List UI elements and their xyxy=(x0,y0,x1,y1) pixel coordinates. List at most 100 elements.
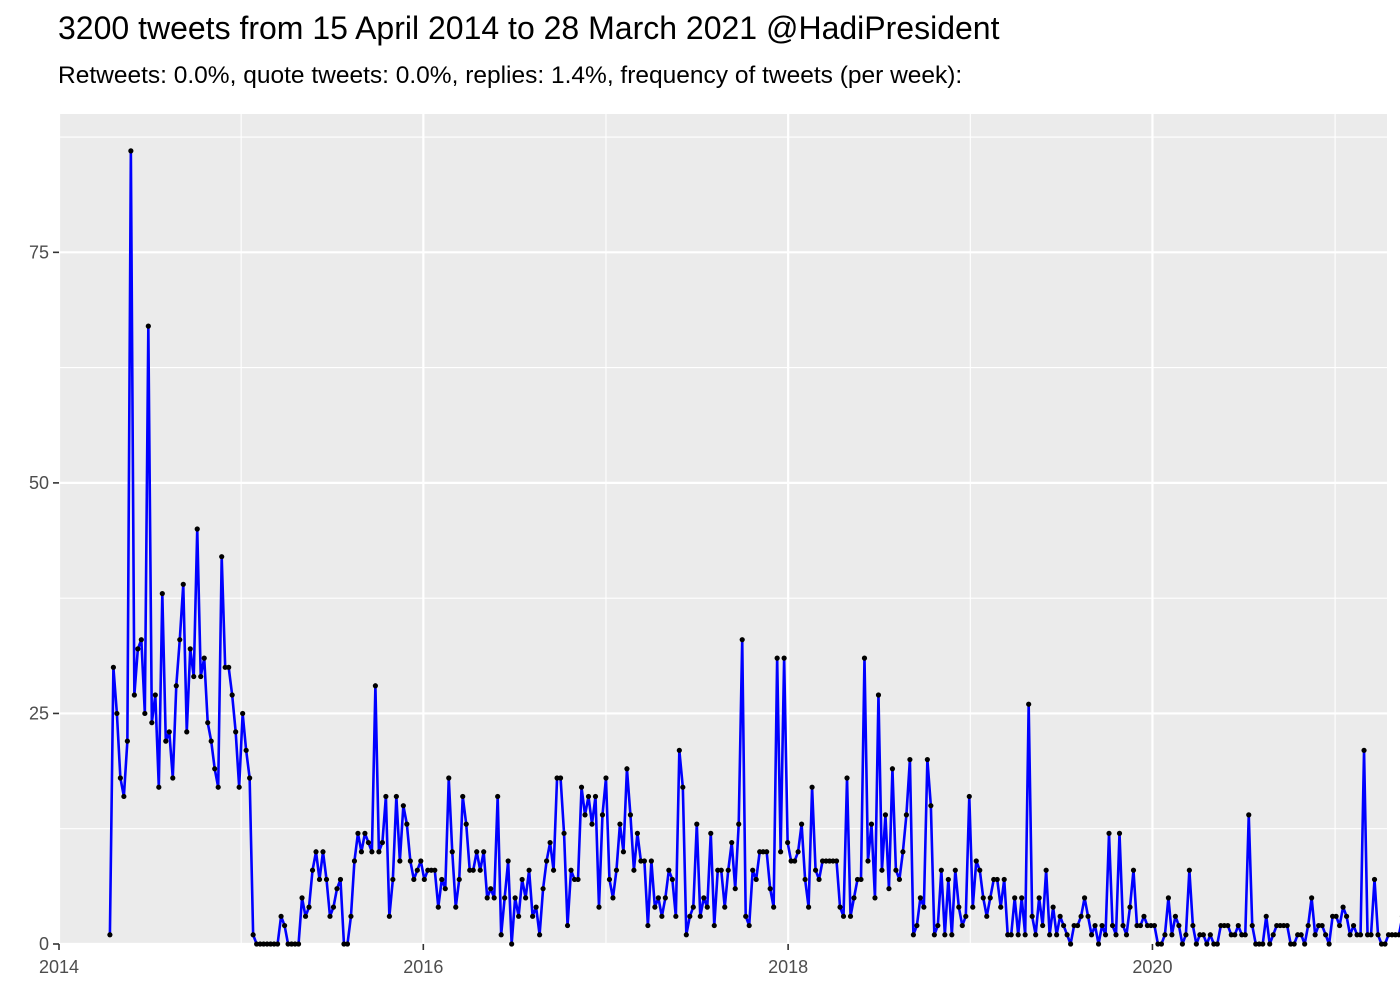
data-point xyxy=(114,710,120,717)
data-point xyxy=(1284,922,1290,929)
data-point xyxy=(1151,922,1158,929)
data-point xyxy=(1336,922,1343,929)
data-point xyxy=(418,858,424,864)
data-point xyxy=(247,775,253,781)
data-point xyxy=(655,895,661,901)
data-point xyxy=(603,775,609,781)
x-tick-label: 2016 xyxy=(403,957,443,977)
data-point xyxy=(313,849,319,855)
data-point xyxy=(537,932,543,938)
data-point xyxy=(358,849,365,855)
data-point xyxy=(215,784,221,790)
data-point xyxy=(1057,913,1063,919)
data-point xyxy=(645,922,651,929)
data-point xyxy=(949,932,955,938)
data-point xyxy=(194,526,200,532)
data-point xyxy=(1242,932,1248,938)
data-point xyxy=(1054,932,1060,938)
data-point xyxy=(624,766,630,772)
data-point xyxy=(1169,932,1175,938)
axes: 0 25 50 75 2014 2016 2018 2020 xyxy=(29,242,1172,977)
data-point xyxy=(617,821,623,827)
data-point xyxy=(306,904,312,910)
data-point xyxy=(561,830,567,836)
data-point xyxy=(1319,922,1325,929)
data-point xyxy=(917,895,923,901)
data-point xyxy=(1106,830,1112,836)
data-point xyxy=(1078,913,1084,919)
data-point xyxy=(966,793,972,800)
data-point xyxy=(1343,913,1350,919)
data-point xyxy=(875,692,882,698)
data-point xyxy=(942,932,948,938)
data-point xyxy=(585,793,592,800)
data-point xyxy=(1186,867,1192,873)
data-point xyxy=(173,683,179,689)
data-point xyxy=(526,867,532,873)
data-point xyxy=(984,913,990,919)
data-point xyxy=(952,867,958,873)
data-point xyxy=(540,886,546,892)
data-point xyxy=(1361,747,1367,753)
data-point xyxy=(778,849,784,855)
data-point xyxy=(1015,932,1021,938)
data-point xyxy=(117,775,123,781)
data-point xyxy=(180,581,186,587)
data-point xyxy=(1008,932,1014,938)
data-point xyxy=(376,849,382,855)
data-point xyxy=(750,867,756,873)
data-point xyxy=(1043,867,1049,873)
data-point xyxy=(1158,941,1165,947)
data-point xyxy=(694,821,700,827)
data-point xyxy=(578,784,585,790)
data-points xyxy=(107,148,1400,947)
data-point xyxy=(491,895,497,901)
data-point xyxy=(337,876,344,883)
data-point xyxy=(121,793,127,800)
data-point xyxy=(774,655,780,661)
plot-panel xyxy=(59,114,1387,944)
data-point xyxy=(1302,941,1308,947)
data-point xyxy=(1232,932,1238,938)
data-point xyxy=(564,922,571,929)
data-point xyxy=(792,858,798,864)
data-point xyxy=(166,729,172,735)
data-point xyxy=(690,904,696,910)
data-point xyxy=(453,904,459,910)
data-point xyxy=(998,904,1004,910)
data-point xyxy=(837,904,843,910)
data-point xyxy=(956,904,962,910)
data-point xyxy=(641,858,648,864)
data-point xyxy=(369,849,375,855)
data-point xyxy=(1130,867,1137,873)
data-point xyxy=(771,904,777,910)
data-point xyxy=(379,839,385,846)
data-point xyxy=(746,922,752,929)
data-point xyxy=(372,683,378,689)
data-point xyxy=(145,323,151,329)
data-point xyxy=(896,876,903,883)
data-point xyxy=(212,766,218,772)
data-point xyxy=(474,849,480,855)
data-point xyxy=(1162,932,1168,938)
data-point xyxy=(1326,941,1332,947)
data-point xyxy=(659,913,665,919)
x-tick-label: 2014 xyxy=(39,957,79,977)
data-point xyxy=(575,876,581,883)
data-point xyxy=(442,886,448,892)
data-point xyxy=(785,839,791,846)
data-point xyxy=(1235,922,1241,929)
data-point xyxy=(177,637,183,643)
data-point xyxy=(208,738,214,744)
data-point xyxy=(243,747,249,753)
data-point xyxy=(662,895,668,901)
data-point xyxy=(669,876,675,883)
data-point xyxy=(1102,932,1109,938)
data-point xyxy=(1193,941,1199,947)
data-point xyxy=(557,775,564,781)
data-point xyxy=(278,913,284,919)
data-point xyxy=(397,858,403,864)
data-point xyxy=(201,655,207,661)
data-point xyxy=(729,839,735,846)
data-point xyxy=(1309,895,1315,901)
